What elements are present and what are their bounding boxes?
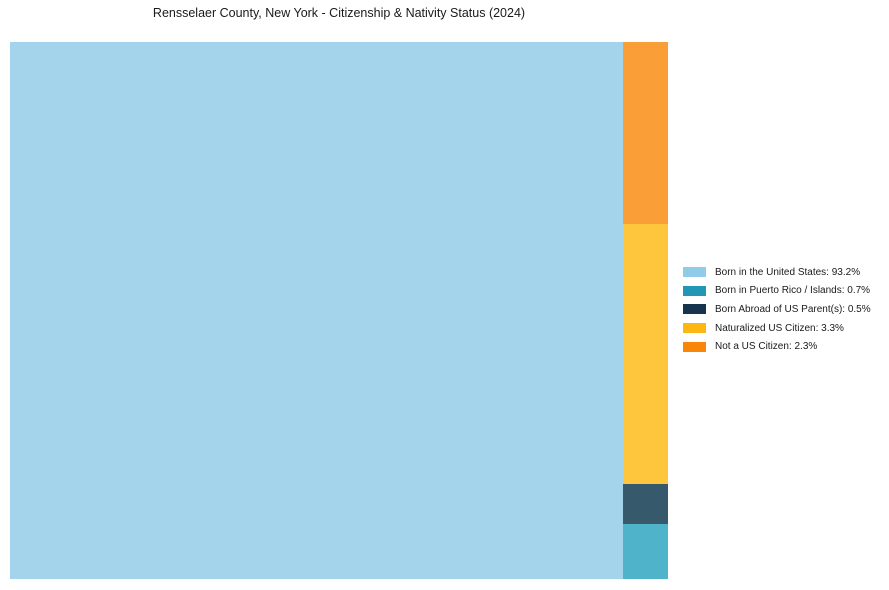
legend-swatch-naturalized-us-citizen: [683, 323, 706, 334]
chart-title: Rensselaer County, New York - Citizenshi…: [152, 6, 526, 20]
treemap-rect-not-a-us-citizen: [623, 42, 668, 224]
legend-item: Naturalized US Citizen: 3.3%: [683, 319, 871, 338]
treemap-rect-born-in-puerto-rico-islands: [623, 523, 668, 579]
treemap-rect-born-abroad-of-us-parent-s: [623, 484, 668, 524]
legend-item: Born in Puerto Rico / Islands: 0.7%: [683, 282, 871, 301]
legend-item: Born in the United States: 93.2%: [683, 263, 871, 282]
legend-label: Born in the United States: 93.2%: [715, 266, 861, 278]
legend-label: Naturalized US Citizen: 3.3%: [715, 322, 844, 334]
legend-label: Born in Puerto Rico / Islands: 0.7%: [715, 285, 871, 297]
legend-swatch-not-a-us-citizen: [683, 341, 706, 352]
legend-swatch-born-in-the-united-states: [683, 267, 706, 278]
legend: Born in the United States: 93.2% Born in …: [683, 263, 871, 356]
treemap: [10, 42, 668, 579]
legend-item: Not a US Citizen: 2.3%: [683, 337, 871, 356]
treemap-rect-naturalized-us-citizen: [623, 223, 668, 485]
legend-label: Not a US Citizen: 2.3%: [715, 341, 818, 353]
legend-item: Born Abroad of US Parent(s): 0.5%: [683, 300, 871, 319]
treemap-rect-born-in-the-united-states: [10, 42, 624, 579]
legend-swatch-born-in-puerto-rico-islands: [683, 285, 706, 296]
legend-swatch-born-abroad-of-us-parent-s: [683, 304, 706, 315]
legend-label: Born Abroad of US Parent(s): 0.5%: [715, 303, 871, 315]
